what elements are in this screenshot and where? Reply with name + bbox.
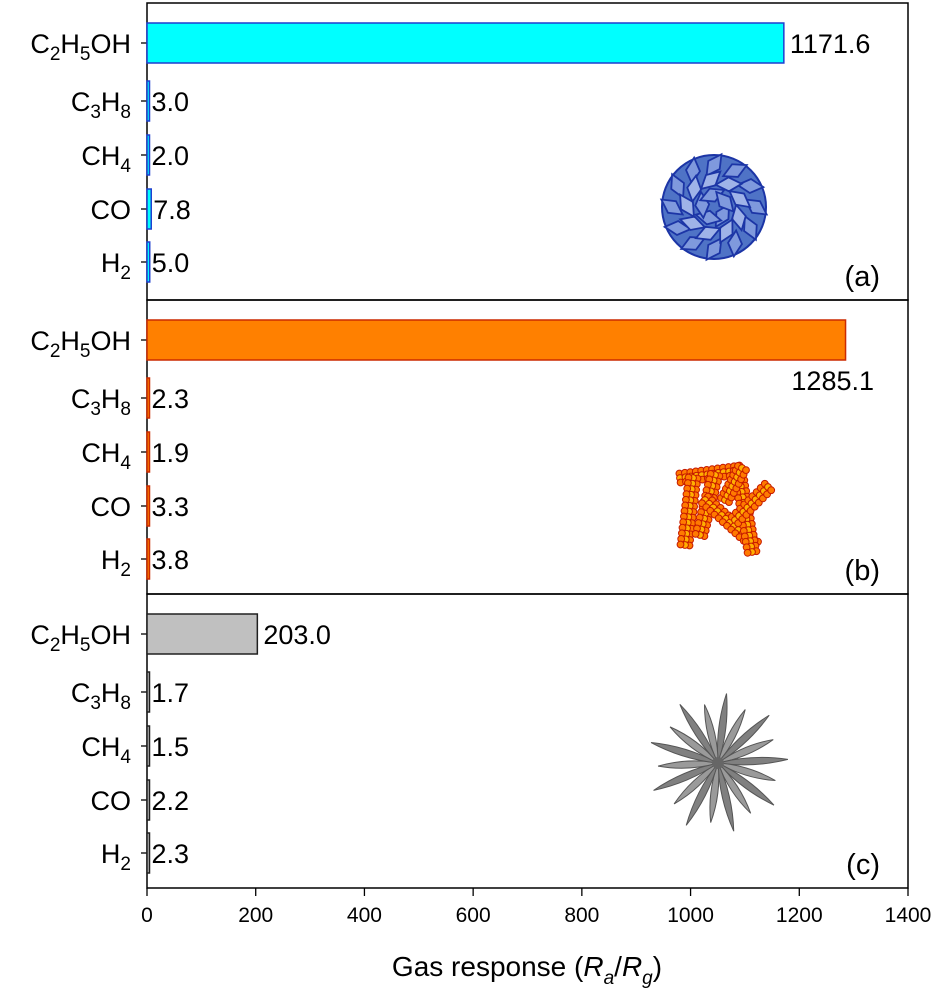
value-label-ch4-0: 2.0 — [152, 141, 190, 171]
panel-2: C2H5OH 203.0 C3H8 1.7 CH4 1.5 CO 2.2 H2 2.3 (c) — [30, 613, 880, 881]
category-label-h2: H2 — [101, 248, 131, 284]
x-tick-label-800: 800 — [564, 904, 599, 927]
category-label-c3h8: C3H8 — [71, 678, 131, 714]
x-axis: 0 200 400 600 800 1000 1200 1400 — [141, 888, 931, 927]
nanoflower-plates-icon — [659, 152, 769, 262]
category-label-c2h5oh: C2H5OH — [30, 29, 131, 65]
value-label-c2h5oh-0: 1171.6 — [790, 29, 871, 59]
value-label-ch4-2: 1.5 — [152, 732, 190, 762]
category-label-c3h8: C3H8 — [71, 87, 131, 123]
category-label-c2h5oh: C2H5OH — [30, 326, 131, 362]
x-axis-label: Gas response (Ra/Rg) — [392, 951, 662, 989]
category-label-ch4: CH4 — [81, 438, 131, 474]
bar-co-2 — [146, 779, 151, 821]
value-label-h2-0: 5.0 — [152, 248, 190, 278]
x-tick-label-0: 0 — [141, 904, 153, 927]
value-label-c3h8-2: 1.7 — [152, 678, 190, 708]
panel-label-2: (c) — [846, 849, 880, 881]
category-label-ch4: CH4 — [81, 732, 131, 768]
category-label-h2: H2 — [101, 545, 131, 581]
x-tick-label-1200: 1200 — [776, 904, 823, 927]
needle-star-icon — [650, 693, 789, 832]
bar-co-1 — [146, 485, 151, 527]
panel-1: C2H5OH 1285.1 C3H8 2.3 CH4 1.9 CO 3.3 H2 3.8 (b) — [30, 319, 880, 587]
x-tick-label-200: 200 — [238, 904, 273, 927]
bar-co-0 — [146, 188, 152, 230]
bar-h2-0 — [146, 241, 151, 283]
bar-c2h5oh-2 — [146, 613, 259, 655]
value-label-h2-2: 2.3 — [152, 839, 190, 869]
x-tick-label-1400: 1400 — [885, 904, 932, 927]
x-tick-label-400: 400 — [347, 904, 382, 927]
panel-label-0: (a) — [845, 261, 880, 293]
x-tick-label-600: 600 — [456, 904, 491, 927]
value-label-h2-1: 3.8 — [152, 545, 190, 575]
value-label-c2h5oh-2: 203.0 — [263, 620, 331, 650]
category-label-h2: H2 — [101, 839, 131, 875]
panel-frame-2 — [146, 593, 909, 889]
category-label-c3h8: C3H8 — [71, 384, 131, 420]
category-label-c2h5oh: C2H5OH — [30, 620, 131, 656]
bar-ch4-2 — [146, 725, 151, 767]
category-label-co: CO — [91, 786, 132, 816]
bar-h2-2 — [146, 832, 151, 874]
value-label-c2h5oh-1: 1285.1 — [791, 366, 874, 396]
category-label-ch4: CH4 — [81, 141, 131, 177]
value-label-c3h8-1: 2.3 — [152, 384, 190, 414]
bar-c3h8-2 — [146, 671, 151, 713]
x-tick-label-1000: 1000 — [667, 904, 714, 927]
bar-c2h5oh-0 — [146, 22, 785, 64]
bar-ch4-0 — [146, 134, 151, 176]
category-label-co: CO — [91, 492, 132, 522]
bar-ch4-1 — [146, 431, 151, 473]
panel-0: C2H5OH 1171.6 C3H8 3.0 CH4 2.0 CO 7.8 H2 5.0 (a) — [30, 22, 880, 293]
value-label-co-0: 7.8 — [153, 195, 191, 225]
value-label-ch4-1: 1.9 — [152, 438, 190, 468]
nanorod-particles-icon — [675, 461, 776, 557]
value-label-c3h8-0: 3.0 — [152, 87, 190, 117]
bar-c3h8-0 — [146, 80, 151, 122]
category-label-co: CO — [91, 195, 132, 225]
panel-label-1: (b) — [845, 555, 880, 587]
value-label-co-2: 2.2 — [152, 786, 190, 816]
value-label-co-1: 3.3 — [152, 492, 190, 522]
bar-c2h5oh-1 — [146, 319, 847, 361]
bar-h2-1 — [146, 538, 151, 580]
bar-c3h8-1 — [146, 377, 151, 419]
